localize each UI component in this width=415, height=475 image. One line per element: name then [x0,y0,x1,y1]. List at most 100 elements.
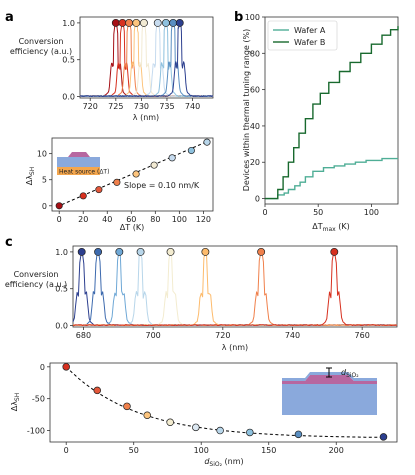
y-tick-label: 5 [42,176,47,185]
peak-marker [125,18,134,27]
x-tick-label: 700 [145,331,160,340]
y-tick-label: 80 [250,49,260,58]
y-tick-label: 0.5 [55,285,68,294]
y-tick-label: -50 [32,395,45,404]
peak-marker [169,18,178,27]
y-axis-label: Devices within thermal tuning range (%) [242,29,251,191]
y-axis-label-line2: efficiency (a.u.) [10,47,72,56]
chart-b-devices: 0 50 100 0 20 40 60 80 100 Wafer A Wafer B ΔTma… [242,13,399,233]
slope-annotation: Slope = 0.10 nm/K [124,181,200,190]
x-tick-label: 0 [57,215,62,224]
x-tick-label: 20 [78,215,88,224]
data-point [168,154,176,162]
peak-marker [201,247,210,256]
plot-frame [72,245,398,328]
x-tick-label: 100 [194,446,209,455]
x-ticks: 0 20 40 60 80 100 120 [57,211,211,224]
y-ticks: 0 5 10 [37,150,52,211]
chart-a-spectra: 720 725 730 735 740 0.0 0.5 1.0 λ (nm) Convers… [10,16,214,122]
y-axis-label-line1: Conversion [14,270,59,279]
plot-frame [49,362,398,443]
peak-marker [132,18,141,27]
data-point [93,386,102,395]
chart-c-thickness: 0 50 100 150 200 0 -50 -100 dSiO₂ dSiO₂ (nm) Δ… [10,362,398,468]
trend-curve-path [65,366,384,438]
plot-frame [79,16,214,99]
legend: Wafer A Wafer B [267,20,338,51]
x-tick-label: 720 [83,102,98,111]
x-tick-label: 735 [159,102,174,111]
panel-label-c: c [5,235,13,250]
inset-layer-top [57,157,100,162]
panel-label-b: b [234,10,243,25]
y-tick-label: 0.0 [55,322,68,331]
data-points [62,363,388,441]
y-tick-label: 0 [255,195,260,204]
x-tick-label: 740 [185,102,200,111]
chart-a-thermal: 0 20 40 60 80 100 120 0 5 10 Heat source (ΔT) Sl… [25,137,214,232]
y-tick-label: 1.0 [55,248,68,257]
plot-frame [264,16,399,205]
peak-marker [161,18,170,27]
x-tick-label: 200 [329,446,344,455]
x-ticks: 720 725 730 735 740 [83,98,200,111]
x-tick-label: 760 [355,331,370,340]
legend-label-wafer-b: Wafer B [294,38,325,47]
spectrum-line [79,22,214,97]
x-tick-label: 120 [196,215,211,224]
spectrum-line [79,22,214,97]
y-tick-label: 0 [40,363,45,372]
inset-layer-mid [57,162,100,167]
peak-marker [136,247,145,256]
chart-c-spectra: 680 700 720 740 760 0.0 0.5 1.0 λ (nm) Convers… [5,245,398,352]
x-axis-label: dSiO₂ (nm) [204,457,243,468]
spectra-lines [79,22,214,97]
heat-source-label: Heat source (ΔT) [59,169,109,176]
y-axis-label-line1: Conversion [19,37,64,46]
x-tick-label: 100 [172,215,187,224]
peak-marker [166,247,175,256]
sio2-schematic: dSiO₂ [282,367,377,415]
plot-frame [51,137,214,212]
y-axis-label: ΔλSH [10,393,21,412]
inset-waveguide [68,152,90,157]
data-point [150,161,158,169]
peak-marker [175,18,184,27]
y-ticks: 0 -50 -100 [27,363,50,436]
peak-marker [153,18,162,27]
y-tick-label: 20 [250,158,260,167]
x-tick-label: 50 [129,446,139,455]
y-tick-label: 40 [250,122,260,131]
y-ticks: 0 20 40 60 80 100 [245,13,265,204]
data-point [79,192,87,200]
data-point [123,402,131,411]
y-tick-label: 60 [250,86,260,95]
y-axis-label: ΔλSH [25,167,36,186]
x-tick-label: 100 [364,208,379,217]
data-point [216,426,224,435]
peak-marker [77,247,86,256]
data-point [95,186,103,194]
y-tick-label: 1.0 [62,19,75,28]
y-tick-label: 10 [37,150,47,159]
y-tick-label: 100 [245,13,260,22]
legend-box [267,20,338,51]
peak-marker [111,18,120,27]
inset-waveguide [282,375,377,384]
x-tick-label: 720 [215,331,230,340]
y-ticks: 0.0 0.5 1.0 [55,248,73,331]
panel-label-a: a [5,10,14,25]
x-ticks: 680 700 720 740 760 [76,327,370,340]
peak-markers [111,18,184,27]
x-tick-label: 0 [262,208,267,217]
peak-marker [139,18,148,27]
data-point [132,170,140,178]
x-ticks: 0 50 100 [262,204,379,217]
x-tick-label: 60 [126,215,136,224]
peak-markers [77,247,339,256]
trend-curve [65,366,384,438]
data-point [192,423,200,432]
x-tick-label: 680 [76,331,91,340]
data-point [246,428,254,437]
x-axis-label: λ (nm) [222,343,248,352]
